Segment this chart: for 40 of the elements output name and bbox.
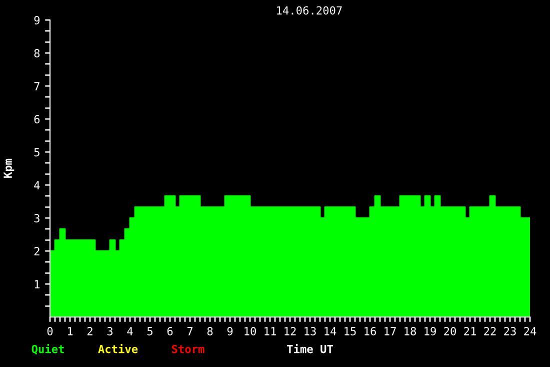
- x-tick-label: 20: [444, 326, 456, 336]
- x-tick-label: 19: [424, 326, 436, 336]
- text: Storm: [172, 344, 204, 354]
- x-tick-label: 17: [384, 327, 396, 336]
- x-tick-label: 21: [464, 326, 476, 336]
- x-tick-label: 2: [87, 326, 92, 336]
- x-tick-label: 13: [304, 326, 316, 336]
- x-tick-label: 4: [127, 327, 133, 336]
- x-axis-title: Time UT: [287, 344, 333, 354]
- x-tick-label: 3: [107, 326, 113, 336]
- x-tick-label: 14: [324, 327, 336, 336]
- x-tick-label: 5: [147, 327, 152, 336]
- text: Quiet: [32, 344, 64, 355]
- y-tick-label: 4: [34, 181, 40, 190]
- y-tick-label: 1: [34, 280, 40, 288]
- x-tick-label: 9: [227, 326, 233, 336]
- x-tick-label: 7: [187, 327, 193, 336]
- x-tick-label: 16: [364, 326, 376, 336]
- x-tick-label: 8: [207, 326, 213, 336]
- y-tick-label: 7: [34, 82, 40, 90]
- y-tick-label: 2: [34, 247, 40, 256]
- x-tick-label: 11: [264, 327, 276, 336]
- x-tick-label: 22: [484, 326, 496, 336]
- x-tick-label: 12: [284, 326, 296, 336]
- y-tick-label: 9: [34, 16, 40, 24]
- y-tick-label: 8: [34, 49, 40, 58]
- x-tick-label: 0: [47, 326, 53, 336]
- x-tick-label: 24: [524, 326, 536, 336]
- x-tick-label: 10: [244, 326, 256, 336]
- chart-title: 14.06.2007: [277, 6, 342, 15]
- x-tick-label: 1: [68, 327, 73, 336]
- x-tick-label: 23: [504, 326, 516, 336]
- x-tick-label: 6: [167, 326, 173, 336]
- x-tick-label: 18: [404, 326, 416, 336]
- y-tick-label: 5: [34, 148, 40, 156]
- y-tick-label: 3: [34, 214, 40, 222]
- y-tick-label: 6: [34, 115, 40, 124]
- x-tick-label: 15: [344, 327, 356, 336]
- y-axis-title: Kpm: [4, 158, 14, 178]
- text: Active: [98, 344, 138, 354]
